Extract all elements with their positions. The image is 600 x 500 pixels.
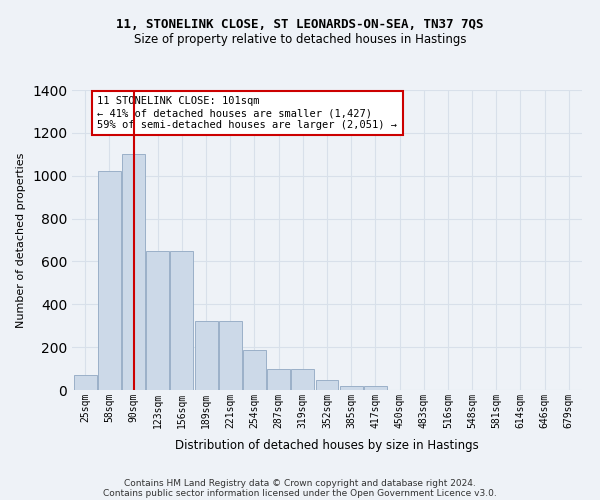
Text: 11, STONELINK CLOSE, ST LEONARDS-ON-SEA, TN37 7QS: 11, STONELINK CLOSE, ST LEONARDS-ON-SEA,… xyxy=(116,18,484,30)
Bar xyxy=(316,380,338,390)
Bar xyxy=(219,322,242,390)
Bar xyxy=(194,322,218,390)
Bar xyxy=(243,350,266,390)
Y-axis label: Number of detached properties: Number of detached properties xyxy=(16,152,26,328)
Bar xyxy=(146,250,169,390)
Text: Contains HM Land Registry data © Crown copyright and database right 2024.: Contains HM Land Registry data © Crown c… xyxy=(124,478,476,488)
Bar xyxy=(267,368,290,390)
Bar xyxy=(292,368,314,390)
Bar xyxy=(74,375,97,390)
Bar xyxy=(364,386,387,390)
Bar xyxy=(98,172,121,390)
Text: Size of property relative to detached houses in Hastings: Size of property relative to detached ho… xyxy=(134,32,466,46)
Text: 11 STONELINK CLOSE: 101sqm
← 41% of detached houses are smaller (1,427)
59% of s: 11 STONELINK CLOSE: 101sqm ← 41% of deta… xyxy=(97,96,397,130)
X-axis label: Distribution of detached houses by size in Hastings: Distribution of detached houses by size … xyxy=(175,439,479,452)
Bar xyxy=(122,154,145,390)
Bar xyxy=(340,386,362,390)
Bar xyxy=(170,250,193,390)
Text: Contains public sector information licensed under the Open Government Licence v3: Contains public sector information licen… xyxy=(103,488,497,498)
